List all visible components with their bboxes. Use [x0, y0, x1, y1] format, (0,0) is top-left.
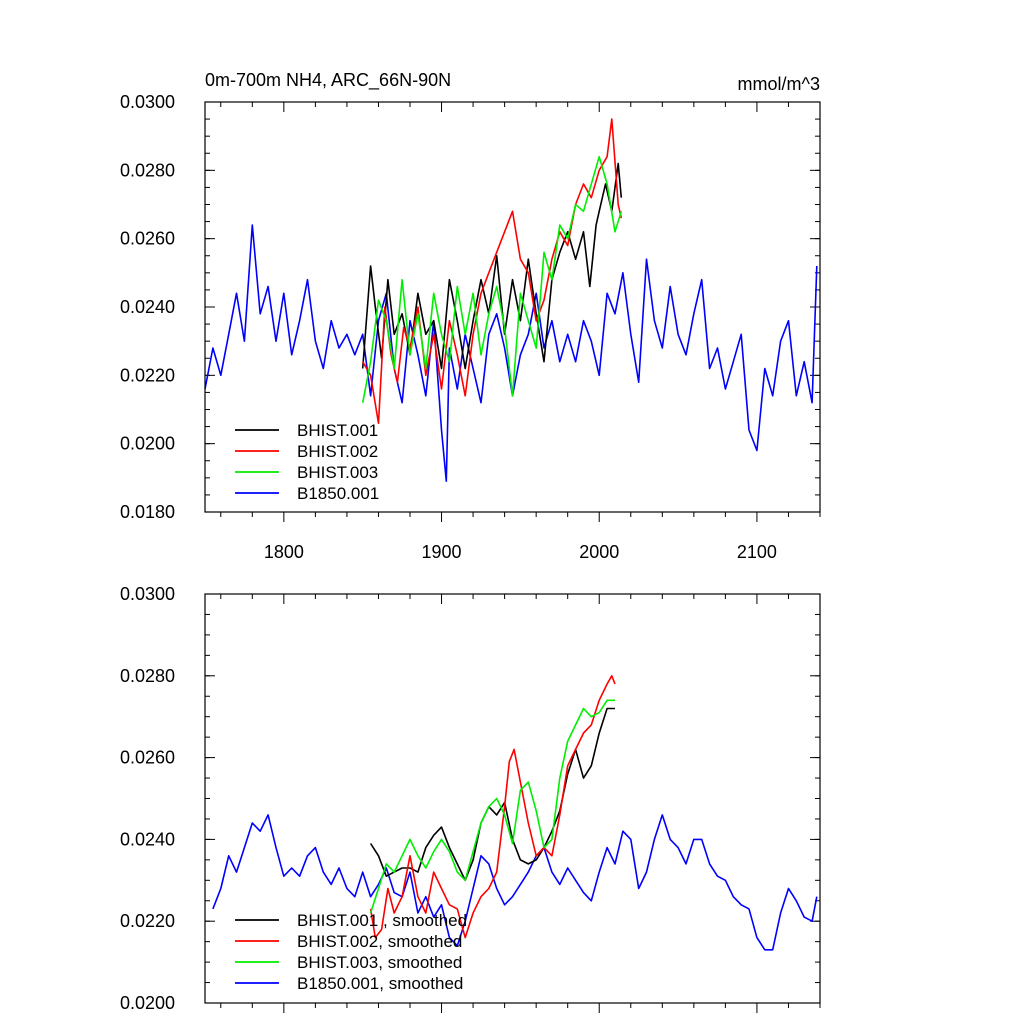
y-tick-label: 0.0240: [120, 297, 175, 317]
legend-label: BHIST.002, smoothed: [297, 932, 462, 951]
top-panel: 0m-700m NH4, ARC_66N-90N mmol/m^3 0.0180 0.…: [120, 70, 821, 562]
y-tick-label: 0.0260: [120, 229, 175, 249]
y-tick-label: 0.0220: [120, 911, 175, 931]
plot-frame: [204, 593, 821, 1004]
series-line-bhist-002: [362, 118, 623, 425]
legend-label: B1850.001: [297, 484, 379, 503]
x-tick-label: 1900: [422, 542, 462, 562]
legend-label: BHIST.001 , smoothed: [297, 911, 467, 930]
series-line-b1850-001: [204, 224, 818, 483]
series-line-bhist-001-smoothed: [369, 707, 615, 882]
legend-label: BHIST.003, smoothed: [297, 953, 462, 972]
series-line-bhist-001: [361, 162, 623, 370]
chart-title: 0m-700m NH4, ARC_66N-90N: [205, 70, 451, 91]
legend-label: BHIST.001: [297, 421, 378, 440]
series-line-b1850-001-smoothed: [212, 814, 818, 951]
y-tick-label: 0.0200: [120, 434, 175, 454]
series-line-bhist-003-smoothed: [369, 699, 615, 914]
legend-label: B1850.001, smoothed: [297, 974, 463, 993]
y-tick-label: 0.0200: [120, 993, 175, 1013]
bottom-panel: 0.0200 0.0220 0.0240 0.0260 0.0280 0.0300 BHIS…: [120, 584, 821, 1013]
units-label: mmol/m^3: [738, 74, 820, 94]
x-tick-label: 1800: [264, 542, 304, 562]
y-tick-label: 0.0180: [120, 502, 175, 522]
legend-label: BHIST.003: [297, 463, 378, 482]
x-tick-label: 2000: [579, 542, 619, 562]
series-line-bhist-003: [361, 155, 623, 403]
y-tick-label: 0.0280: [120, 160, 175, 180]
y-tick-label: 0.0260: [120, 748, 175, 768]
x-tick-label: 2100: [737, 542, 777, 562]
y-tick-label: 0.0300: [120, 92, 175, 112]
y-tick-label: 0.0220: [120, 365, 175, 385]
y-tick-label: 0.0240: [120, 829, 175, 849]
y-tick-label: 0.0300: [120, 584, 175, 604]
legend-label: BHIST.002: [297, 442, 378, 461]
y-tick-label: 0.0280: [120, 666, 175, 686]
plot-frame: [204, 101, 821, 513]
series-line-bhist-002-smoothed: [369, 674, 616, 939]
